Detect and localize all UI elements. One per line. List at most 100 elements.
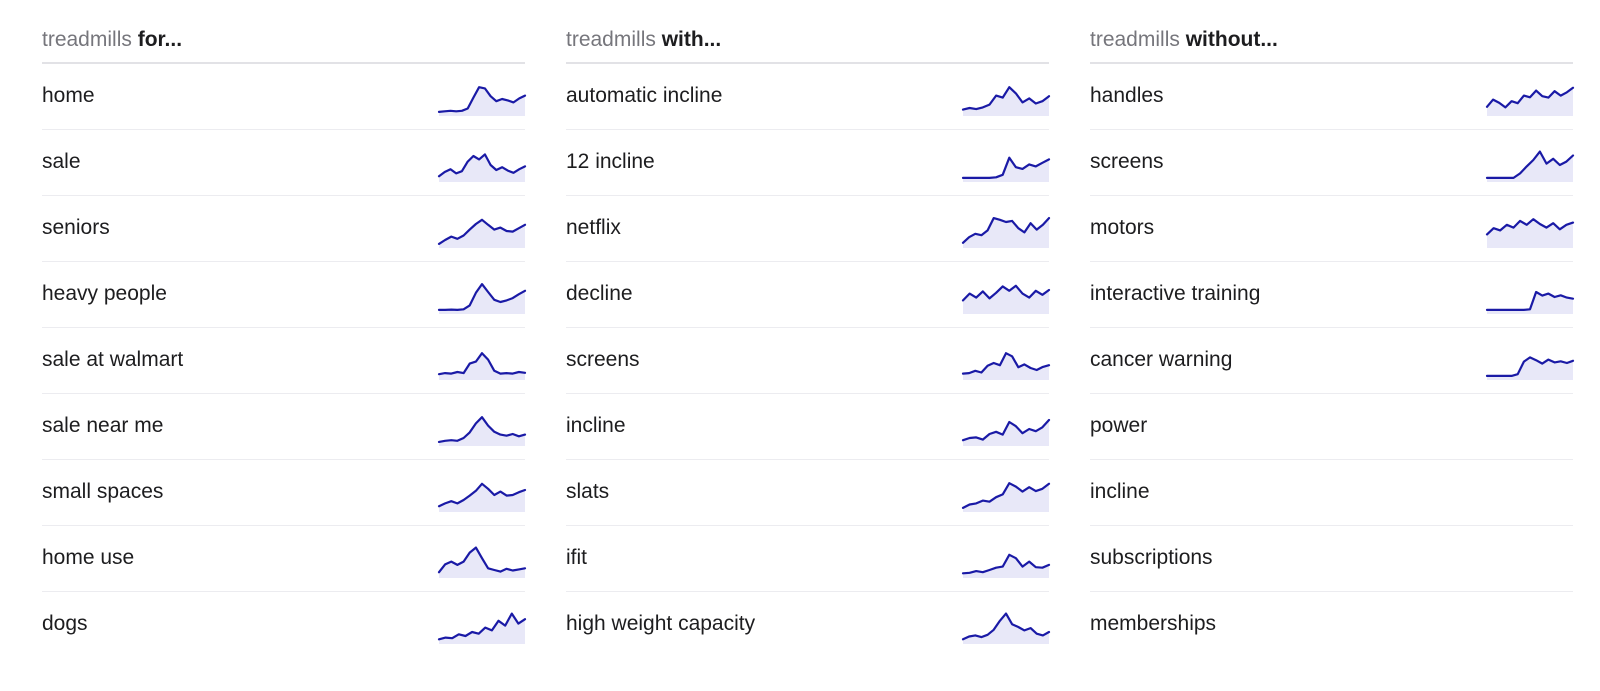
sparkline-area bbox=[439, 284, 525, 314]
list-item-label[interactable]: sale bbox=[42, 150, 81, 173]
list-item[interactable]: sale bbox=[42, 130, 527, 196]
sparkline-area bbox=[963, 353, 1049, 380]
column-header-prefix: treadmills bbox=[42, 28, 132, 51]
sparkline-area bbox=[1487, 219, 1573, 248]
list-item[interactable]: small spaces bbox=[42, 460, 527, 526]
list-item-label[interactable]: small spaces bbox=[42, 480, 164, 503]
column-header-suffix: for... bbox=[137, 28, 183, 51]
trend-sparkline bbox=[1485, 218, 1575, 248]
list-item[interactable]: decline bbox=[566, 262, 1051, 328]
trend-sparkline bbox=[437, 416, 527, 446]
sparkline-area bbox=[963, 87, 1049, 116]
list-item-label[interactable]: handles bbox=[1090, 84, 1164, 107]
column-header-suffix: without... bbox=[1185, 28, 1278, 51]
trend-sparkline bbox=[1485, 86, 1575, 116]
list-item[interactable]: heavy people bbox=[42, 262, 527, 328]
list-item-label[interactable]: interactive training bbox=[1090, 282, 1261, 305]
trend-sparkline bbox=[961, 418, 1051, 446]
list-item-label[interactable]: screens bbox=[566, 348, 640, 371]
column-header-suffix: with... bbox=[661, 28, 722, 51]
sparkline-line bbox=[961, 352, 1051, 375]
sparkline-line bbox=[961, 482, 1051, 509]
column-with: treadmills with... automatic incline 12 … bbox=[566, 22, 1051, 658]
list-item[interactable]: interactive training bbox=[1090, 262, 1575, 328]
list-item[interactable]: motors bbox=[1090, 196, 1575, 262]
list-item[interactable]: subscriptions bbox=[1090, 526, 1573, 592]
sparkline-line bbox=[437, 352, 527, 376]
list-item[interactable]: incline bbox=[1090, 460, 1573, 526]
list-item-label[interactable]: ifit bbox=[566, 546, 587, 569]
trend-sparkline bbox=[1485, 356, 1575, 380]
list-item[interactable]: home bbox=[42, 64, 527, 130]
sparkline-line bbox=[437, 416, 527, 443]
trend-sparkline bbox=[1485, 290, 1575, 314]
trend-sparkline bbox=[437, 153, 527, 182]
list-item-label[interactable]: cancer warning bbox=[1090, 348, 1233, 371]
trend-sparkline bbox=[437, 352, 527, 380]
trend-sparkline bbox=[437, 546, 527, 578]
sparkline-area bbox=[963, 420, 1049, 446]
trend-sparkline bbox=[961, 482, 1051, 512]
column-header-without: treadmills without... bbox=[1090, 22, 1573, 64]
list-item-label[interactable]: 12 incline bbox=[566, 150, 655, 173]
trend-sparkline bbox=[437, 218, 527, 248]
sparkline-line bbox=[961, 217, 1051, 244]
trend-sparkline bbox=[437, 283, 527, 314]
trend-sparkline bbox=[961, 217, 1051, 248]
list-item-label[interactable]: power bbox=[1090, 414, 1148, 437]
sparkline-area bbox=[1487, 357, 1573, 380]
list-item-label[interactable]: incline bbox=[1090, 480, 1150, 503]
list-item[interactable]: home use bbox=[42, 526, 527, 592]
sparkline-area bbox=[439, 87, 525, 116]
list-item[interactable]: seniors bbox=[42, 196, 527, 262]
list-item-label[interactable]: home bbox=[42, 84, 95, 107]
sparkline-line bbox=[961, 612, 1051, 641]
list-item[interactable]: 12 incline bbox=[566, 130, 1051, 196]
sparkline-line bbox=[961, 284, 1051, 302]
list-item[interactable]: power bbox=[1090, 394, 1573, 460]
list-item[interactable]: sale near me bbox=[42, 394, 527, 460]
list-item[interactable]: automatic incline bbox=[566, 64, 1051, 130]
sparkline-area bbox=[439, 353, 525, 380]
list-item-label[interactable]: dogs bbox=[42, 612, 88, 635]
list-item-label[interactable]: incline bbox=[566, 414, 626, 437]
column-header-for: treadmills for... bbox=[42, 22, 525, 64]
list-item-label[interactable]: decline bbox=[566, 282, 633, 305]
column-header-prefix: treadmills bbox=[566, 28, 656, 51]
list-item-label[interactable]: subscriptions bbox=[1090, 546, 1213, 569]
list-item[interactable]: dogs bbox=[42, 592, 527, 658]
list-item-label[interactable]: slats bbox=[566, 480, 610, 503]
list-item-label[interactable]: sale near me bbox=[42, 414, 164, 437]
list-item-label[interactable]: seniors bbox=[42, 216, 110, 239]
column-without: treadmills without... handles screens mo… bbox=[1090, 22, 1575, 658]
list-item-label[interactable]: heavy people bbox=[42, 282, 167, 305]
trend-sparkline bbox=[961, 156, 1051, 182]
list-item[interactable]: high weight capacity bbox=[566, 592, 1051, 658]
list-item[interactable]: screens bbox=[566, 328, 1051, 394]
list-item[interactable]: netflix bbox=[566, 196, 1051, 262]
list-item[interactable]: memberships bbox=[1090, 592, 1573, 658]
list-item-label[interactable]: automatic incline bbox=[566, 84, 723, 107]
list-item[interactable]: screens bbox=[1090, 130, 1575, 196]
list-item[interactable]: sale at walmart bbox=[42, 328, 527, 394]
trend-sparkline bbox=[961, 612, 1051, 644]
list-item[interactable]: incline bbox=[566, 394, 1051, 460]
sparkline-area bbox=[439, 154, 525, 182]
list-item-label[interactable]: home use bbox=[42, 546, 135, 569]
sparkline-line bbox=[961, 86, 1051, 111]
list-item-label[interactable]: netflix bbox=[566, 216, 621, 239]
list-item-label[interactable]: motors bbox=[1090, 216, 1155, 239]
list-item[interactable]: handles bbox=[1090, 64, 1575, 130]
list-item[interactable]: slats bbox=[566, 460, 1051, 526]
sparkline-area bbox=[963, 483, 1049, 512]
list-item[interactable]: cancer warning bbox=[1090, 328, 1575, 394]
list-item-label[interactable]: memberships bbox=[1090, 612, 1217, 635]
list-item[interactable]: ifit bbox=[566, 526, 1051, 592]
sparkline-area bbox=[963, 157, 1049, 182]
list-item-label[interactable]: sale at walmart bbox=[42, 348, 184, 371]
list-item-label[interactable]: high weight capacity bbox=[566, 612, 756, 635]
list-item-label[interactable]: screens bbox=[1090, 150, 1164, 173]
sparkline-line bbox=[437, 153, 527, 178]
sparkline-area bbox=[439, 483, 525, 512]
